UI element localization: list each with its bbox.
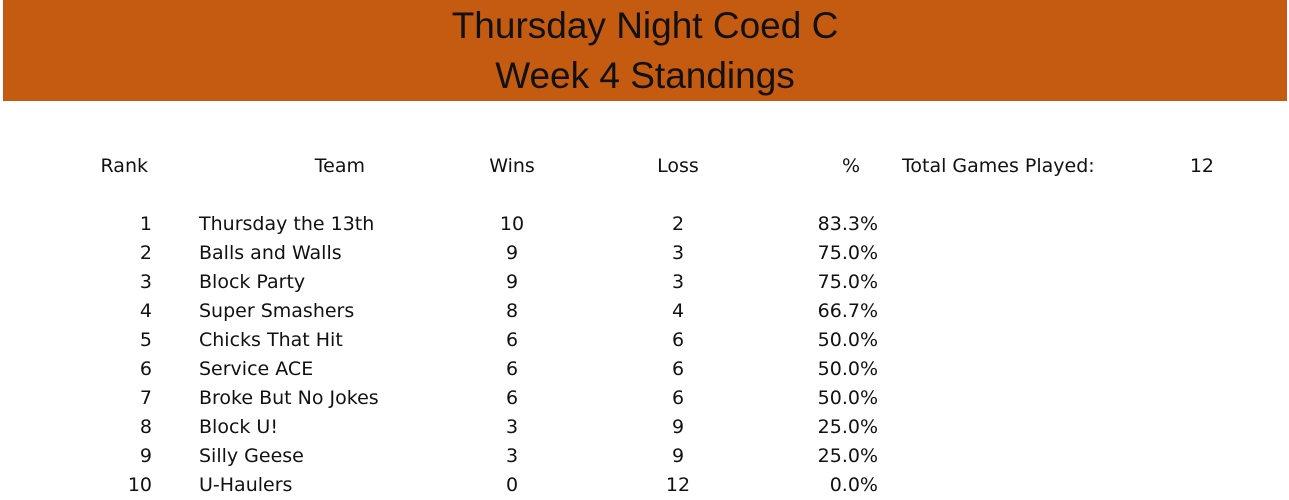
page-subtitle: Week 4 Standings [495,55,795,96]
team-name-cell: Broke But No Jokes [199,387,379,409]
wins-cell: 3 [505,445,519,467]
page-title: Thursday Night Coed C [451,5,839,46]
percent-cell: 83.3% [817,213,878,235]
percent-cell: 66.7% [817,300,878,322]
loss-cell: 4 [671,300,685,322]
wins-cell: 9 [505,271,519,293]
title-banner: Thursday Night Coed C Week 4 Standings [3,0,1287,101]
rank-cell: 3 [139,271,152,293]
percent-cell: 50.0% [817,387,878,409]
percent-cell: 25.0% [817,445,878,467]
percent-cell: 75.0% [817,271,878,293]
team-name-cell: Block Party [199,271,306,293]
header-wins: Wins [489,155,535,177]
loss-cell: 12 [665,474,691,496]
percent-cell: 25.0% [817,416,878,438]
loss-cell: 6 [671,358,685,380]
header-loss: Loss [657,155,699,177]
percent-cell: 50.0% [817,329,878,351]
header-rank: Rank [100,155,148,177]
team-name-cell: Thursday the 13th [199,213,375,235]
team-name-cell: Service ACE [199,358,314,380]
percent-cell: 0.0% [829,474,878,496]
loss-cell: 2 [671,213,685,235]
team-name-cell: U-Haulers [199,474,293,496]
loss-cell: 9 [671,416,685,438]
wins-cell: 3 [505,416,519,438]
rank-cell: 9 [139,445,152,467]
rank-cell: 10 [127,474,152,496]
team-name-cell: Balls and Walls [199,242,342,264]
rank-cell: 7 [139,387,152,409]
wins-cell: 8 [505,300,519,322]
header-team: Team [314,155,365,177]
wins-cell: 9 [505,242,519,264]
wins-cell: 0 [505,474,519,496]
wins-cell: 10 [499,213,525,235]
loss-cell: 6 [671,387,685,409]
percent-cell: 75.0% [817,242,878,264]
rank-cell: 8 [139,416,152,438]
loss-cell: 3 [671,242,685,264]
loss-cell: 9 [671,445,685,467]
loss-cell: 6 [671,329,685,351]
total-games-label: Total Games Played: [902,155,1095,177]
team-name-cell: Silly Geese [199,445,304,467]
rank-cell: 2 [139,242,152,264]
wins-cell: 6 [505,387,519,409]
wins-cell: 6 [505,358,519,380]
team-name-cell: Block U! [199,416,278,438]
rank-cell: 6 [139,358,152,380]
total-games-value: 12 [1189,155,1214,177]
header-percent: % [841,155,860,177]
rank-cell: 4 [139,300,152,322]
team-name-cell: Super Smashers [199,300,355,322]
rank-cell: 1 [139,213,152,235]
loss-cell: 3 [671,271,685,293]
wins-cell: 6 [505,329,519,351]
rank-cell: 5 [139,329,152,351]
percent-cell: 50.0% [817,358,878,380]
team-name-cell: Chicks That Hit [199,329,343,351]
